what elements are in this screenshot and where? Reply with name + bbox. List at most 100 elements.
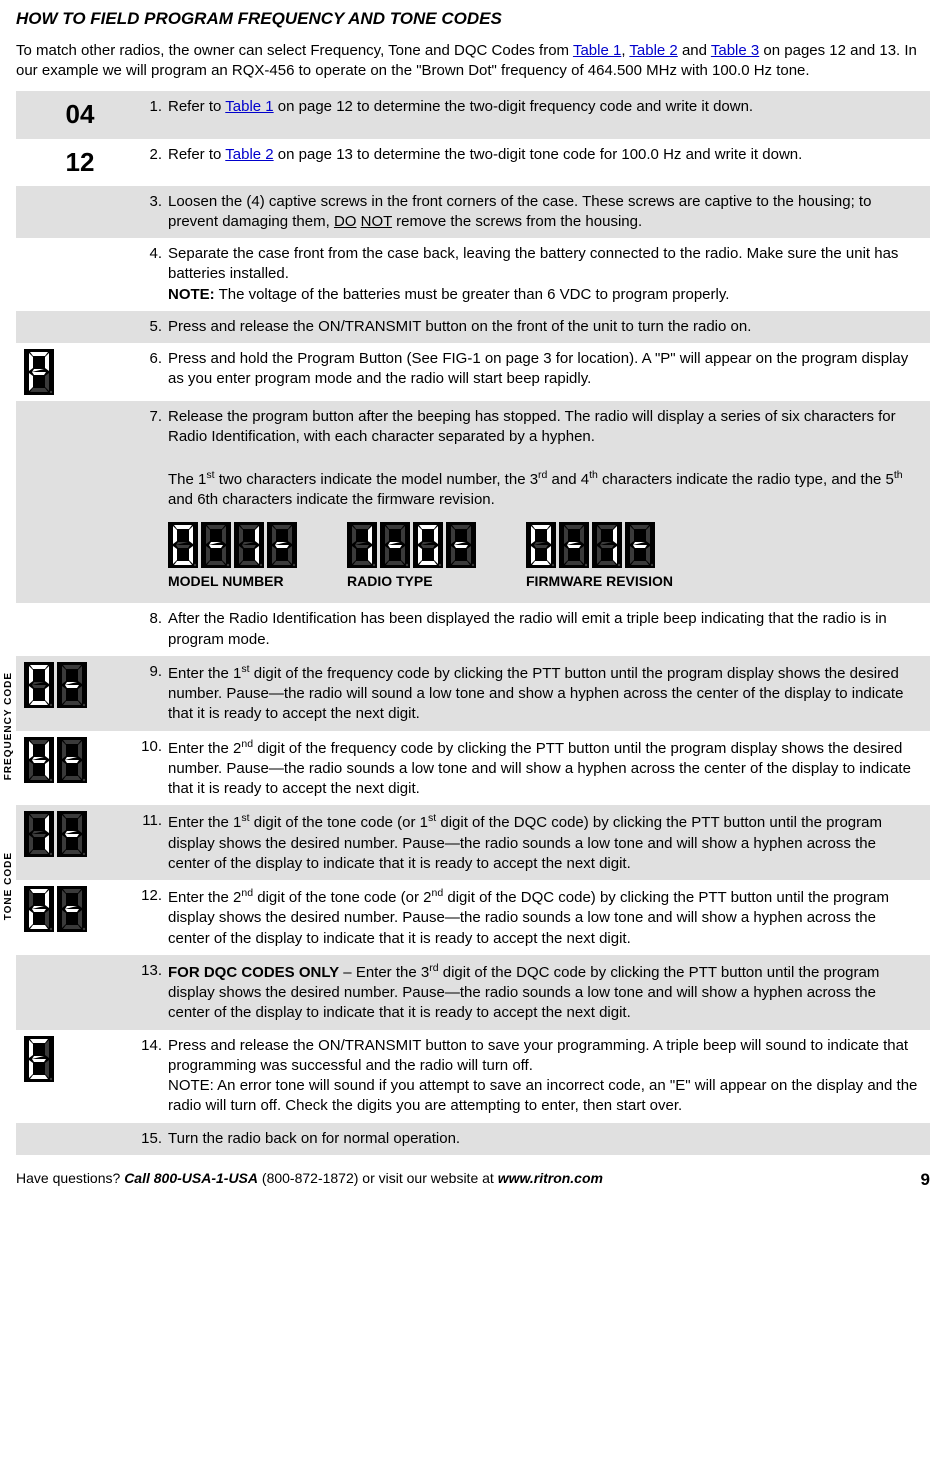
seg-icon-4-dash <box>16 737 136 783</box>
step-num: 14. <box>136 1036 168 1056</box>
step-text: Refer to Table 1 on page 12 to determine… <box>168 97 926 117</box>
intro-paragraph: To match other radios, the owner can sel… <box>16 41 930 82</box>
sup: nd <box>432 887 444 899</box>
step-num: 13. <box>136 961 168 981</box>
sup: st <box>206 469 214 481</box>
t: Enter the 1 <box>168 814 241 831</box>
step-num: 2. <box>136 145 168 165</box>
step-text: Release the program button after the bee… <box>168 407 926 597</box>
step-text: Enter the 1st digit of the frequency cod… <box>168 662 926 725</box>
sup: st <box>241 812 249 824</box>
t: and 4 <box>547 471 589 488</box>
t: Enter the 2 <box>168 740 241 757</box>
t: Have questions? <box>16 1170 124 1186</box>
firmware-rev-display <box>526 522 655 568</box>
t: – <box>339 964 356 981</box>
step-num: 10. <box>136 737 168 757</box>
t: (800-872-1872) or visit our website at <box>258 1170 498 1186</box>
step-9: 9. Enter the 1st digit of the frequency … <box>16 656 930 731</box>
link-table3[interactable]: Table 3 <box>711 42 759 59</box>
step-num: 15. <box>136 1129 168 1149</box>
seg-icon-1-dash <box>16 811 136 857</box>
step-num: 12. <box>136 886 168 906</box>
step-15: 15. Turn the radio back on for normal op… <box>16 1123 930 1155</box>
seg-icon-2-dash <box>16 886 136 932</box>
t: remove the screws from the housing. <box>392 213 642 230</box>
link-table2[interactable]: Table 2 <box>629 42 677 59</box>
step-text: Press and release the ON/TRANSMIT button… <box>168 1036 926 1117</box>
step-num: 1. <box>136 97 168 117</box>
t: Call 800-USA-1-USA <box>124 1170 258 1186</box>
sup: nd <box>241 738 253 750</box>
sup: rd <box>538 469 547 481</box>
t: on page 12 to determine the two-digit fr… <box>274 98 753 115</box>
freq-code-bracket: FREQUENCY CODE <box>2 656 16 796</box>
intro-pre: To match other radios, the owner can sel… <box>16 42 573 59</box>
seg-icon-0-dash <box>16 662 136 708</box>
step-text: Refer to Table 2 on page 13 to determine… <box>168 145 926 165</box>
step-text: Enter the 2nd digit of the frequency cod… <box>168 737 926 800</box>
step-10: 10. Enter the 2nd digit of the frequency… <box>16 731 930 806</box>
sup: st <box>241 663 249 675</box>
link-table1-b[interactable]: Table 1 <box>225 98 273 115</box>
t: digit of the tone code (or 2 <box>253 889 431 906</box>
step-13: 13. FOR DQC CODES ONLY – Enter the 3rd d… <box>16 955 930 1030</box>
step-num: 5. <box>136 317 168 337</box>
step-5: 5. Press and release the ON/TRANSMIT but… <box>16 311 930 343</box>
t: The 1 <box>168 471 206 488</box>
intro-m2: and <box>678 42 711 59</box>
step-12: 12. Enter the 2nd digit of the tone code… <box>16 880 930 955</box>
sup: nd <box>241 887 253 899</box>
step-3: 3. Loosen the (4) captive screws in the … <box>16 186 930 239</box>
firmware-rev-label: FIRMWARE REVISION <box>526 572 673 591</box>
step-text: After the Radio Identification has been … <box>168 609 926 650</box>
link-table2-b[interactable]: Table 2 <box>225 146 273 163</box>
step-num: 8. <box>136 609 168 629</box>
freq-code-display: 04 <box>16 97 136 132</box>
step-4: 4. Separate the case front from the case… <box>16 238 930 311</box>
seg-icon-p <box>16 349 136 395</box>
website-link[interactable]: www.ritron.com <box>498 1170 603 1186</box>
step-text: FOR DQC CODES ONLY – Enter the 3rd digit… <box>168 961 926 1024</box>
step-11: 11. Enter the 1st digit of the tone code… <box>16 805 930 880</box>
step-num: 4. <box>136 244 168 264</box>
step-text: Enter the 1st digit of the tone code (or… <box>168 811 926 874</box>
link-table1[interactable]: Table 1 <box>573 42 621 59</box>
sup: rd <box>429 962 438 974</box>
note-label: NOTE: <box>168 286 215 303</box>
bracket-label: FREQUENCY CODE <box>2 672 16 780</box>
t: NOTE: An error tone will sound if you at… <box>168 1077 917 1114</box>
model-number-label: MODEL NUMBER <box>168 572 297 591</box>
t: Enter the 2 <box>168 889 241 906</box>
page-footer: Have questions? Call 800-USA-1-USA (800-… <box>16 1169 930 1192</box>
step-text: Separate the case front from the case ba… <box>168 244 926 305</box>
t: Enter the 3 <box>356 964 429 981</box>
step-text: Enter the 2nd digit of the tone code (or… <box>168 886 926 949</box>
step-6: 6. Press and hold the Program Button (Se… <box>16 343 930 401</box>
t: Separate the case front from the case ba… <box>168 245 898 282</box>
step-8: 8. After the Radio Identification has be… <box>16 603 930 656</box>
step-text: Press and release the ON/TRANSMIT button… <box>168 317 926 337</box>
t: two characters indicate the model number… <box>215 471 539 488</box>
t: Refer to <box>168 98 225 115</box>
bracket-label: TONE CODE <box>2 852 16 920</box>
radio-id-displays: MODEL NUMBER RADIO TYPE FIRMWARE <box>168 522 920 591</box>
radio-type-display <box>347 522 476 568</box>
t: digit of the frequency code by clicking … <box>168 740 911 798</box>
sup: th <box>589 469 598 481</box>
t: DO <box>334 213 357 230</box>
sup: st <box>428 812 436 824</box>
step-1: 04 1. Refer to Table 1 on page 12 to det… <box>16 91 930 138</box>
step-text: Loosen the (4) captive screws in the fro… <box>168 192 926 233</box>
t: Press and release the ON/TRANSMIT button… <box>168 1037 908 1074</box>
radio-type-label: RADIO TYPE <box>347 572 476 591</box>
t: digit of the tone code (or 1 <box>250 814 428 831</box>
t: The voltage of the batteries must be gre… <box>215 286 730 303</box>
t: characters indicate the radio type, and … <box>598 471 894 488</box>
tone-code-bracket: TONE CODE <box>2 806 16 966</box>
step-text: Press and hold the Program Button (See F… <box>168 349 926 390</box>
step-7: 7. Release the program button after the … <box>16 401 930 603</box>
t: on page 13 to determine the two-digit to… <box>274 146 803 163</box>
seg-icon-e <box>16 1036 136 1082</box>
t: and 6th characters indicate the firmware… <box>168 491 495 508</box>
